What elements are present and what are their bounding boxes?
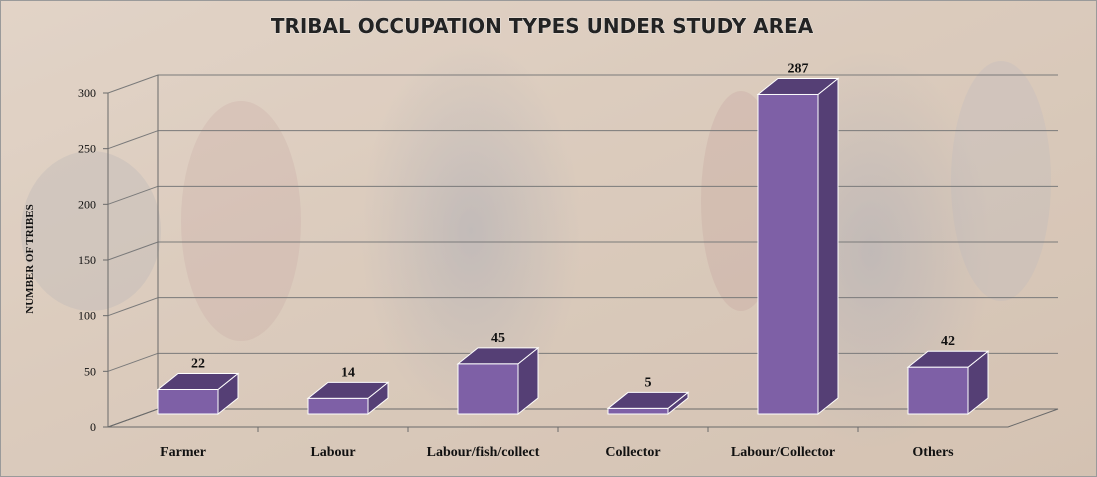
x-tick-label: Others xyxy=(912,445,954,460)
bars xyxy=(156,77,990,416)
x-tick-label: Collector xyxy=(605,445,660,460)
y-tick-label: 200 xyxy=(78,197,96,211)
axes: 0 50 100 150 200 250 300 Farmer Labour Labour/fis… xyxy=(78,75,1059,460)
gridline-diagonal xyxy=(107,185,159,205)
data-label: 45 xyxy=(491,331,505,346)
x-tick-label: Labour xyxy=(310,445,355,460)
gridline-diagonal xyxy=(107,74,159,94)
bar-front xyxy=(907,366,969,415)
y-tick-label: 300 xyxy=(78,86,96,100)
y-tick-label: 150 xyxy=(78,253,96,267)
bar-front xyxy=(607,407,669,415)
bar xyxy=(606,391,690,416)
bar xyxy=(156,372,240,416)
gridline-diagonal xyxy=(107,241,159,261)
y-tick-label: 100 xyxy=(78,309,96,323)
data-labels: 22 14 45 5 287 42 xyxy=(191,61,955,390)
data-label: 14 xyxy=(341,365,355,380)
x-tick-label: Labour/Collector xyxy=(731,445,835,460)
data-label: 42 xyxy=(941,334,955,349)
bar-front xyxy=(307,397,369,415)
y-axis-title: NUMBER OF TRIBES xyxy=(24,204,36,313)
y-tick-label: 0 xyxy=(90,420,96,434)
gridline-diagonal xyxy=(107,297,159,317)
bar xyxy=(456,346,540,416)
x-tick-label: Labour/fish/collect xyxy=(427,445,540,460)
data-label: 287 xyxy=(788,61,809,76)
x-tick-label: Farmer xyxy=(160,445,206,460)
bar-side xyxy=(817,77,839,416)
bar-front xyxy=(157,389,219,415)
data-label: 5 xyxy=(645,375,652,390)
bar xyxy=(906,350,990,416)
data-label: 22 xyxy=(191,357,205,372)
bar xyxy=(306,381,390,416)
gridline-diagonal xyxy=(107,130,159,150)
gridline-diagonal xyxy=(107,352,159,372)
y-tick-label: 50 xyxy=(84,364,96,378)
bar-front xyxy=(457,363,519,415)
y-tick-label: 250 xyxy=(78,142,96,156)
bar-front xyxy=(757,93,819,415)
chart-title: TRIBAL OCCUPATION TYPES UNDER STUDY AREA xyxy=(271,14,814,38)
bar xyxy=(756,77,840,416)
